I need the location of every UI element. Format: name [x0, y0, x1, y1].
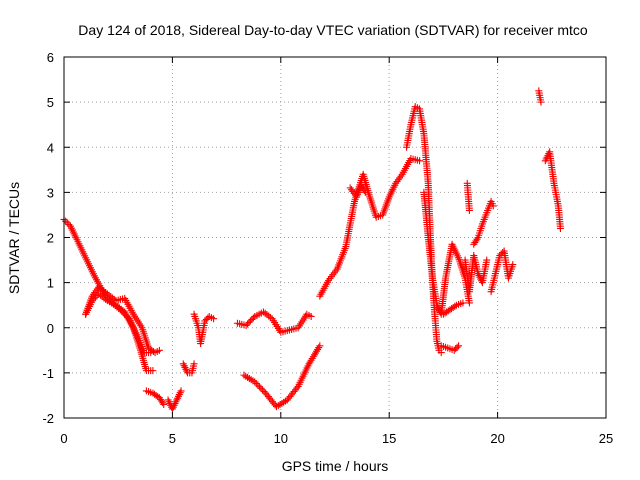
data-point-fill — [102, 295, 110, 303]
data-point — [437, 349, 445, 357]
data-point — [483, 256, 491, 264]
data-point-fill — [159, 399, 167, 407]
data-point-fill — [473, 235, 481, 243]
data-point — [307, 312, 315, 320]
series-track — [240, 342, 324, 411]
data-point — [316, 342, 324, 350]
data-point-fill — [271, 401, 279, 409]
data-point-fill — [451, 302, 459, 310]
data-point-fill — [266, 313, 274, 321]
data-point — [177, 387, 185, 395]
y-tick-label: 1 — [47, 276, 54, 291]
data-point-fill — [246, 317, 254, 325]
x-tick-label: 25 — [599, 431, 613, 446]
series-track — [190, 310, 218, 348]
grid — [64, 57, 606, 418]
series-track — [316, 155, 424, 300]
data-point — [537, 98, 545, 106]
data-point — [251, 378, 259, 386]
series-track — [420, 188, 473, 318]
x-tick-label: 15 — [382, 431, 396, 446]
x-axis-label: GPS time / hours — [282, 458, 389, 474]
series-track — [346, 182, 369, 201]
data-point-fill — [249, 314, 257, 322]
y-tick-label: 5 — [47, 95, 54, 110]
series-track — [487, 247, 517, 296]
data-point-fill — [248, 315, 256, 323]
data-point — [190, 360, 198, 368]
data-point — [455, 342, 463, 350]
data-point — [361, 188, 369, 196]
data-point-fill — [110, 295, 118, 303]
data-point — [489, 202, 497, 210]
data-point-fill — [259, 386, 267, 394]
series-track — [82, 290, 157, 375]
series-track — [142, 387, 168, 408]
x-tick-label: 0 — [60, 431, 67, 446]
data-point-fill — [65, 221, 73, 229]
x-tick-label: 20 — [490, 431, 504, 446]
data-point-fill — [62, 217, 70, 225]
y-tick-label: -1 — [42, 366, 54, 381]
data-point — [155, 346, 163, 354]
data-point-fill — [244, 320, 252, 328]
y-tick-label: -2 — [42, 411, 54, 426]
y-tick-label: 6 — [47, 50, 54, 65]
data-point-fill — [360, 187, 368, 195]
chart-title: Day 124 of 2018, Sidereal Day-to-day VTE… — [78, 22, 588, 38]
series-track — [164, 387, 185, 413]
data-point-fill — [293, 384, 301, 392]
data-point-fill — [202, 315, 210, 323]
data-point — [242, 321, 250, 329]
data-point — [509, 261, 517, 269]
axis-ticks: 0 5 10 15 20 25 -2 -1 0 1 2 3 4 5 6 — [42, 50, 613, 446]
data-point — [465, 206, 473, 214]
data-point-fill — [245, 318, 253, 326]
data-point-fill — [260, 388, 268, 396]
data-point-fill — [63, 219, 71, 227]
data-point — [201, 317, 209, 325]
data-point-fill — [453, 343, 461, 351]
data-point — [450, 346, 458, 354]
series-track — [437, 342, 463, 354]
series-track — [535, 87, 545, 106]
data-point — [149, 367, 157, 375]
series-track — [439, 299, 467, 318]
data-point — [459, 299, 467, 307]
series-track — [461, 252, 491, 296]
series-track — [82, 283, 163, 357]
series-track — [233, 308, 315, 336]
data-point — [556, 224, 564, 232]
data-point-fill — [497, 250, 505, 258]
y-tick-label: 4 — [47, 140, 54, 155]
series-track — [470, 197, 497, 248]
data-point-fill — [452, 345, 460, 353]
data-point-fill — [252, 380, 260, 388]
series-track — [541, 148, 564, 232]
series-track — [463, 179, 473, 214]
data-point-fill — [257, 384, 265, 392]
y-tick-label: 3 — [47, 185, 54, 200]
y-tick-label: 0 — [47, 321, 54, 336]
y-tick-label: 2 — [47, 231, 54, 246]
data-series — [60, 87, 564, 413]
y-axis-label: SDTVAR / TECUs — [6, 182, 22, 294]
series-track — [179, 360, 198, 377]
data-point — [210, 315, 218, 323]
data-point — [160, 400, 168, 408]
data-point — [465, 299, 473, 307]
x-tick-label: 10 — [274, 431, 288, 446]
data-point-fill — [254, 381, 262, 389]
data-point-fill — [255, 383, 263, 391]
x-tick-label: 5 — [169, 431, 176, 446]
data-point — [416, 157, 424, 165]
